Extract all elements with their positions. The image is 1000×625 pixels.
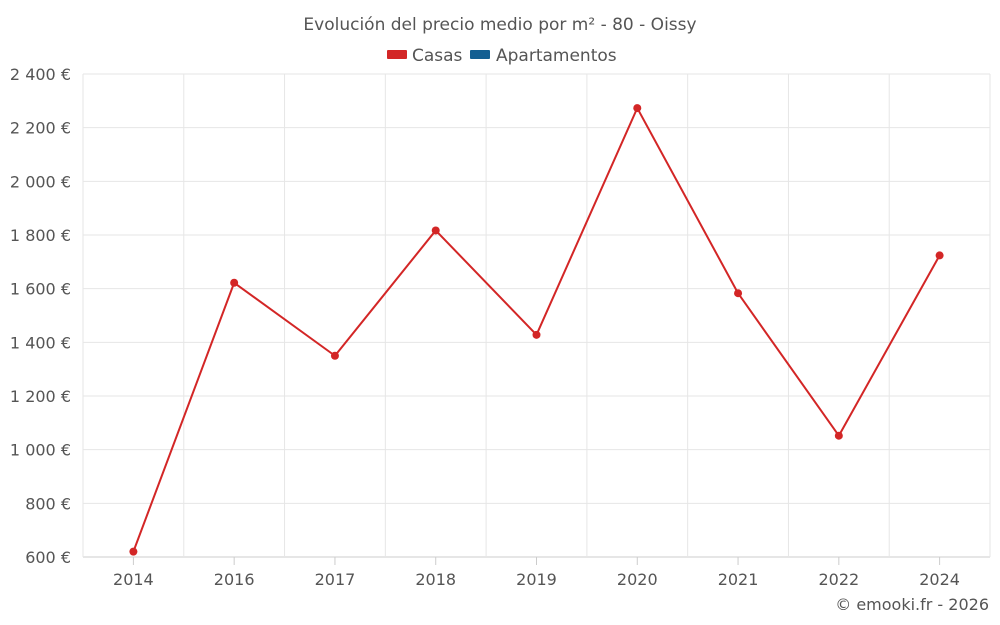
x-tick-label: 2014 <box>113 570 154 589</box>
y-tick-label: 1 200 € <box>10 387 71 406</box>
y-tick-label: 2 200 € <box>10 119 71 138</box>
series-line-casas <box>132 107 941 552</box>
x-tick-label: 2022 <box>818 570 859 589</box>
y-tick-label: 600 € <box>25 548 71 567</box>
x-tick-label: 2016 <box>214 570 255 589</box>
data-point-casas-2019[interactable] <box>532 330 541 339</box>
x-tick-label: 2024 <box>919 570 960 589</box>
legend-label-casas: Casas <box>412 46 463 66</box>
axes: 600 € 800 € 1 000 € 1 200 € 1 400 € 1 600 € 1 … <box>10 65 960 589</box>
grid <box>82 73 991 558</box>
y-tick-label: 1 000 € <box>10 441 71 460</box>
legend-swatch-apartamentos <box>470 50 490 59</box>
y-tick-label: 2 400 € <box>10 65 71 84</box>
y-tick-label: 2 000 € <box>10 172 71 191</box>
legend-item-apartamentos[interactable]: Apartamentos <box>470 46 617 66</box>
credit-text: © emooki.fr - 2026 <box>835 595 989 614</box>
y-tick-label: 1 400 € <box>10 333 71 352</box>
x-tick-label: 2018 <box>415 570 456 589</box>
data-point-casas-2017[interactable] <box>330 351 339 360</box>
y-tick-label: 800 € <box>25 494 71 513</box>
data-point-casas-2020[interactable] <box>633 104 642 113</box>
y-tick-label: 1 600 € <box>10 280 71 299</box>
data-point-casas-2014[interactable] <box>129 547 138 556</box>
data-point-casas-2021[interactable] <box>734 289 743 298</box>
x-tick-label: 2020 <box>617 570 658 589</box>
chart-title: Evolución del precio medio por m² - 80 -… <box>303 15 696 35</box>
data-point-casas-2018[interactable] <box>431 226 440 235</box>
legend-item-casas[interactable]: Casas <box>387 46 463 66</box>
data-point-casas-2016[interactable] <box>230 278 239 287</box>
series-casas <box>129 104 944 556</box>
x-tick-label: 2021 <box>718 570 759 589</box>
data-point-casas-2024[interactable] <box>935 251 944 260</box>
data-point-casas-2022[interactable] <box>834 431 843 440</box>
legend: Casas Apartamentos <box>387 46 617 66</box>
x-tick-label: 2017 <box>315 570 356 589</box>
y-tick-label: 1 800 € <box>10 226 71 245</box>
legend-label-apartamentos: Apartamentos <box>496 46 617 66</box>
legend-swatch-casas <box>387 50 407 59</box>
x-tick-label: 2019 <box>516 570 557 589</box>
